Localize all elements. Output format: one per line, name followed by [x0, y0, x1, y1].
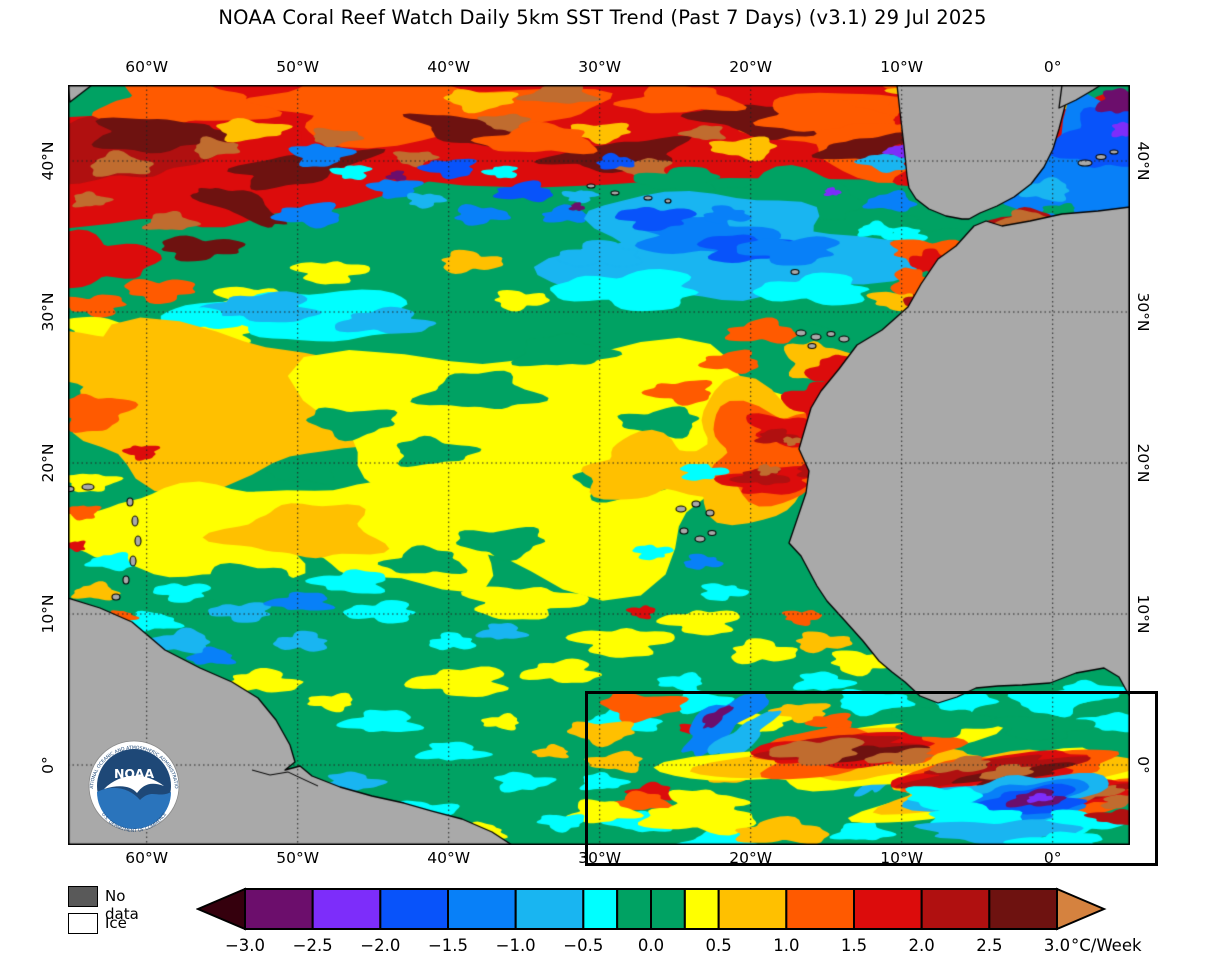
colorbar-segment [311, 888, 382, 930]
colorbar [195, 887, 1108, 931]
colorbar-tick-label: −2.5 [292, 936, 333, 955]
colorbar-segment [582, 888, 619, 930]
colorbar-tick-label: 0.0 [637, 936, 665, 955]
lon-tick: 50°W [276, 849, 320, 867]
colorbar-scale [195, 887, 1107, 931]
colorbar-arrow [195, 887, 246, 931]
map-canvas [68, 85, 1130, 845]
colorbar-tick-label: −0.5 [563, 936, 604, 955]
no-data-swatch [68, 886, 98, 907]
logo-gull-icon [104, 775, 164, 793]
lon-tick: 60°W [125, 58, 169, 76]
colorbar-tick-label: 2.5 [976, 936, 1003, 955]
colorbar-tick-label: 1.5 [840, 936, 868, 955]
colorbar-tick-label: −1.0 [495, 936, 536, 955]
lon-tick: 40°W [427, 849, 471, 867]
colorbar-segment [920, 888, 991, 930]
lon-tick: 60°W [125, 849, 169, 867]
lat-tick: 30°N [1134, 292, 1152, 332]
lat-tick: 0° [39, 756, 57, 774]
lat-tick: 10°N [1134, 594, 1152, 634]
longitude-axis-top: 60°W 50°W 40°W 30°W 20°W 10°W 0° [0, 58, 1205, 80]
colorbar-tick-label: 0.5 [705, 936, 732, 955]
colorbar-tick-label: 2.0 [908, 936, 935, 955]
colorbar-segment [244, 888, 314, 930]
page-title: NOAA Coral Reef Watch Daily 5km SST Tren… [218, 6, 987, 29]
colorbar-unit-label: °C/Week [1071, 936, 1142, 955]
logo-noaa-text: NOAA [114, 766, 154, 781]
colorbar-segment [683, 888, 720, 930]
colorbar-segment [379, 888, 449, 930]
colorbar-segment [616, 888, 652, 930]
lat-tick: 0° [1134, 756, 1152, 774]
lat-tick: 40°N [39, 141, 57, 181]
lat-tick: 10°N [39, 594, 57, 634]
colorbar-segment [650, 888, 686, 930]
lat-tick: 20°N [1134, 443, 1152, 483]
colorbar-tick-label: 3.0 [1043, 936, 1071, 955]
lon-tick: 30°W [578, 58, 622, 76]
colorbar-tick-label: −1.5 [427, 936, 469, 955]
lon-tick: 50°W [276, 58, 320, 76]
logo-wave [97, 787, 171, 829]
colorbar-segment [447, 888, 517, 930]
lat-tick: 30°N [39, 292, 57, 332]
colorbar-segment [853, 888, 923, 930]
lon-tick: 30°W [578, 849, 622, 867]
lon-tick: 10°W [880, 58, 924, 76]
longitude-axis-bottom: 60°W 50°W 40°W 30°W 20°W 10°W 0° [0, 849, 1205, 871]
colorbar-segment [785, 888, 855, 930]
colorbar-segment [988, 888, 1058, 930]
ice-label: Ice [105, 914, 127, 932]
lat-tick: 20°N [39, 443, 57, 483]
lat-tick: 40°N [1134, 141, 1152, 181]
lon-tick: 0° [1043, 849, 1062, 867]
colorbar-ticks: −3.0 −2.5 −2.0 −1.5 −1.0 −0.5 0.0 0.5 1.0 1.5 2.0 2… [0, 936, 1205, 960]
colorbar-segment [717, 888, 788, 930]
noaa-logo: NOAA NATIONAL OCEANIC AND ATMOSPHERIC AD… [88, 740, 180, 832]
colorbar-tick-label: 1.0 [773, 936, 800, 955]
no-data-label: No data [105, 887, 139, 923]
lon-tick: 10°W [880, 849, 924, 867]
sst-trend-map [68, 85, 1130, 845]
colorbar-arrow [1056, 887, 1107, 931]
lon-tick: 0° [1043, 58, 1062, 76]
colorbar-segment [514, 888, 585, 930]
lon-tick: 20°W [729, 849, 773, 867]
colorbar-tick-label: −2.0 [360, 936, 401, 955]
lon-tick: 40°W [427, 58, 471, 76]
ice-swatch [68, 913, 98, 934]
colorbar-tick-label: −3.0 [224, 936, 266, 955]
lon-tick: 20°W [729, 58, 773, 76]
